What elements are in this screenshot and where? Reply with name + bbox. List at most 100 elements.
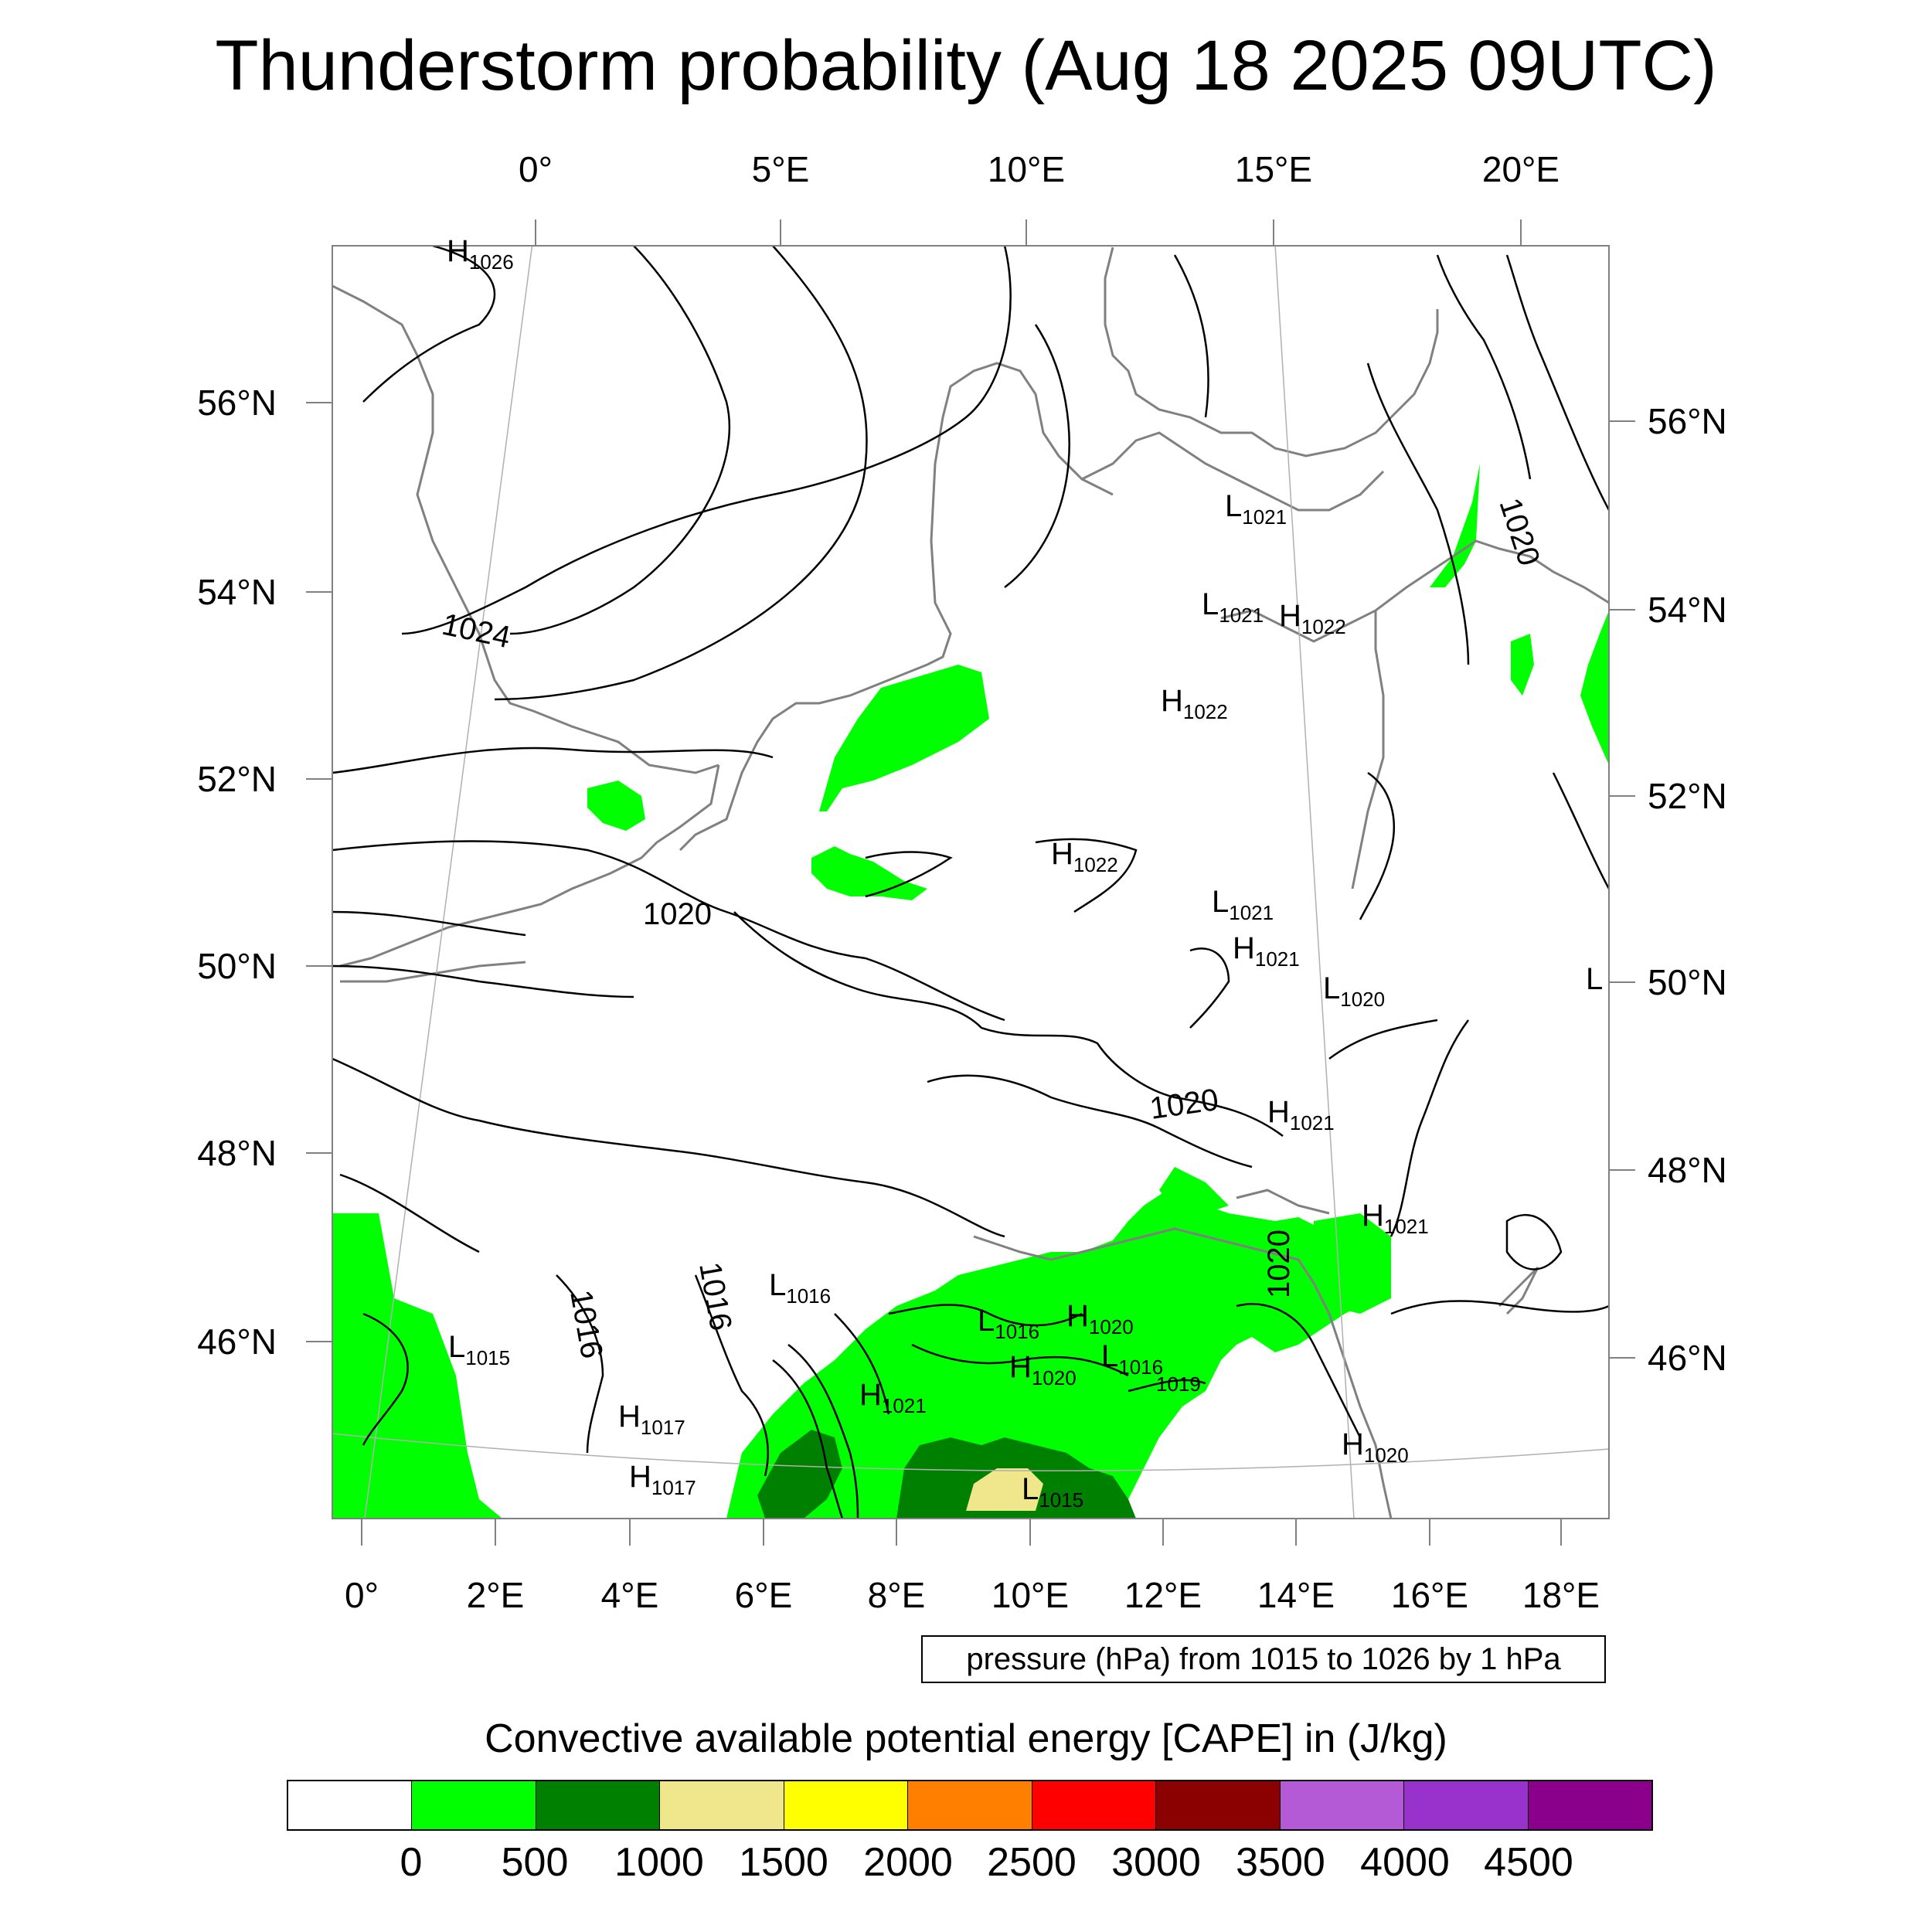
cape-region-east-a bbox=[1511, 634, 1534, 696]
colorbar-tick-label: 4500 bbox=[1484, 1840, 1573, 1885]
cape-region-czech bbox=[1159, 1167, 1229, 1213]
colorbar-swatch bbox=[1155, 1781, 1280, 1829]
colorbar-tick-label: 0 bbox=[400, 1840, 423, 1885]
pressure-center: H1021 bbox=[1233, 931, 1300, 971]
bottom-lon-label: 16°E bbox=[1391, 1575, 1468, 1615]
left-lat-label: 50°N bbox=[197, 946, 277, 986]
isobar-label: 1020 bbox=[1148, 1083, 1220, 1126]
pressure-center: L1016 bbox=[1101, 1339, 1163, 1379]
cape-region-netherlands bbox=[819, 665, 989, 811]
left-lat-label: 48°N bbox=[197, 1133, 277, 1173]
colorbar-swatch bbox=[907, 1781, 1032, 1829]
left-lat-label: 46°N bbox=[197, 1321, 277, 1362]
colorbar-tick-label: 1000 bbox=[614, 1840, 704, 1885]
graticule bbox=[332, 246, 1609, 1519]
pressure-center: H1017 bbox=[618, 1400, 685, 1439]
pressure-center: H1017 bbox=[629, 1460, 696, 1499]
colorbar-swatch bbox=[535, 1781, 660, 1829]
top-lon-label: 20°E bbox=[1482, 149, 1560, 189]
pressure-center: H1021 bbox=[1267, 1095, 1335, 1134]
right-lat-label: 46°N bbox=[1648, 1338, 1727, 1378]
colorbar-tick-label: 2500 bbox=[987, 1840, 1077, 1885]
isobar-label: 1024 bbox=[439, 607, 513, 655]
map-frame bbox=[332, 245, 1610, 1519]
isobar-label: 1020 bbox=[643, 897, 712, 931]
cape-region-hungary bbox=[1314, 1213, 1391, 1314]
bottom-lon-label: 12°E bbox=[1124, 1575, 1202, 1615]
colorbar-swatch bbox=[783, 1781, 908, 1829]
colorbar-tick-label: 4000 bbox=[1360, 1840, 1450, 1885]
pressure-center: H1022 bbox=[1161, 684, 1228, 723]
bottom-lon-label: 14°E bbox=[1257, 1575, 1335, 1615]
colorbar-swatch bbox=[411, 1781, 536, 1829]
pressure-center: H1021 bbox=[859, 1378, 927, 1417]
cape-regions bbox=[332, 464, 1609, 1519]
bottom-lon-label: 0° bbox=[345, 1575, 379, 1615]
pressure-center: L1015 bbox=[448, 1330, 510, 1369]
cape-region-alps bbox=[726, 1190, 1383, 1519]
colorbar bbox=[287, 1780, 1653, 1831]
top-lon-label: 15°E bbox=[1235, 149, 1312, 189]
right-lat-label: 56°N bbox=[1648, 401, 1727, 441]
pressure-center: H1020 bbox=[1009, 1350, 1077, 1389]
cape-region-east-b bbox=[1580, 611, 1609, 765]
colorbar-tick-label: 3000 bbox=[1111, 1840, 1201, 1885]
isobar-label: 1020 bbox=[1262, 1230, 1296, 1298]
right-lat-label: 52°N bbox=[1648, 776, 1727, 816]
pressure-info-box: pressure (hPa) from 1015 to 1026 by 1 hP… bbox=[921, 1635, 1606, 1683]
right-lat-label: 48°N bbox=[1648, 1150, 1727, 1190]
cape-region-poland-coast bbox=[1430, 464, 1480, 587]
pressure-center: H1026 bbox=[447, 234, 514, 274]
bottom-lon-label: 10°E bbox=[992, 1575, 1069, 1615]
bottom-lon-label: 18°E bbox=[1522, 1575, 1600, 1615]
pressure-center: L bbox=[1586, 962, 1603, 996]
bottom-lon-label: 4°E bbox=[601, 1575, 659, 1615]
right-lat-label: 54°N bbox=[1648, 590, 1727, 630]
colorbar-swatch bbox=[288, 1781, 412, 1829]
isobar-label: 1016 bbox=[692, 1260, 738, 1333]
isobar-label: 1016 bbox=[563, 1287, 609, 1361]
colorbar-tick-label: 500 bbox=[501, 1840, 569, 1885]
coastlines bbox=[332, 247, 1609, 1519]
pressure-center: L1015 bbox=[1022, 1472, 1083, 1512]
pressure-center: H1020 bbox=[1342, 1427, 1409, 1467]
top-lon-label: 0° bbox=[519, 149, 553, 189]
pressure-center: L1021 bbox=[1202, 587, 1264, 627]
pressure-center: H1020 bbox=[1066, 1299, 1134, 1338]
colorbar-swatch bbox=[1279, 1781, 1404, 1829]
pressure-center: L1016 bbox=[978, 1304, 1039, 1343]
colorbar-tick-label: 2000 bbox=[863, 1840, 953, 1885]
pressure-center: 1019 bbox=[1156, 1372, 1201, 1396]
map-title: Thunderstorm probability (Aug 18 2025 09… bbox=[215, 26, 1717, 105]
pressure-center: L1016 bbox=[769, 1268, 831, 1308]
cape-region-belgium bbox=[811, 846, 927, 900]
bottom-lon-label: 2°E bbox=[467, 1575, 525, 1615]
bottom-lon-label: 8°E bbox=[868, 1575, 926, 1615]
colorbar-swatch bbox=[1527, 1781, 1651, 1829]
bottom-lon-label: 6°E bbox=[735, 1575, 793, 1615]
pressure-center: L1020 bbox=[1323, 971, 1385, 1011]
pressure-center: H1022 bbox=[1051, 837, 1118, 876]
top-lon-label: 5°E bbox=[752, 149, 810, 189]
axis-ticks bbox=[306, 219, 1635, 1546]
pressure-center: L1021 bbox=[1212, 885, 1274, 924]
left-lat-label: 54°N bbox=[197, 572, 277, 612]
cape-region-moderate-west bbox=[757, 1430, 842, 1519]
colorbar-tick-label: 1500 bbox=[739, 1840, 828, 1885]
isobars bbox=[332, 246, 1609, 1519]
left-lat-label: 52°N bbox=[197, 759, 277, 799]
pressure-center: H1021 bbox=[1362, 1199, 1429, 1238]
right-lat-label: 50°N bbox=[1648, 962, 1727, 1002]
colorbar-swatch bbox=[1403, 1781, 1528, 1829]
colorbar-tick-label: 3500 bbox=[1236, 1840, 1325, 1885]
colorbar-title: Convective available potential energy [C… bbox=[485, 1716, 1447, 1761]
colorbar-swatch bbox=[659, 1781, 784, 1829]
cape-region-england bbox=[587, 781, 645, 831]
colorbar-swatch bbox=[1031, 1781, 1156, 1829]
cape-region-high bbox=[966, 1468, 1043, 1511]
pressure-center: L1021 bbox=[1225, 489, 1287, 529]
left-lat-label: 56°N bbox=[197, 383, 277, 423]
isobar-label: 1020 bbox=[1492, 494, 1546, 570]
pressure-center: H1022 bbox=[1279, 599, 1346, 638]
